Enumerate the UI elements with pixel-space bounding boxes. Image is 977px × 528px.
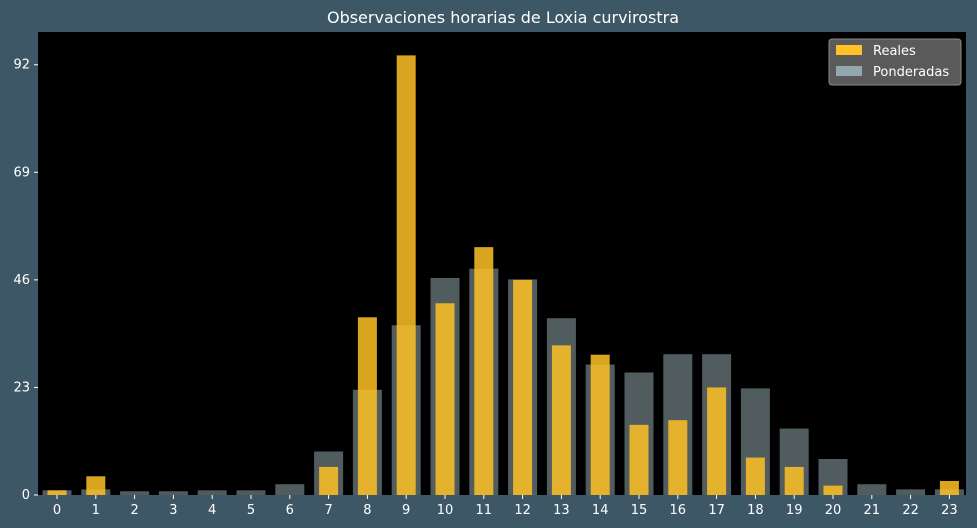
bar-reales-15 (629, 424, 649, 495)
legend-swatch-reales (836, 45, 862, 55)
bar-reales-8 (357, 317, 377, 495)
bar-reales-23 (939, 480, 959, 495)
x-tick-label-1: 1 (92, 503, 100, 518)
x-tick-label-10: 10 (437, 503, 454, 518)
x-tick-label-19: 19 (786, 503, 803, 518)
x-tick-label-3: 3 (169, 503, 177, 518)
bar-reales-13 (551, 345, 571, 495)
x-tick-label-9: 9 (402, 503, 410, 518)
x-tick-label-17: 17 (708, 503, 725, 518)
y-tick-label-23: 23 (13, 380, 30, 395)
legend-label-reales: Reales (873, 44, 916, 59)
x-tick-label-4: 4 (208, 503, 216, 518)
bar-reales-1 (86, 476, 106, 495)
y-tick-label-0: 0 (22, 488, 30, 503)
bar-reales-18 (745, 457, 765, 495)
bar-ponderadas-22 (896, 489, 926, 495)
chart-title: Observaciones horarias de Loxia curviros… (327, 8, 679, 27)
x-tick-label-6: 6 (286, 503, 294, 518)
bar-reales-16 (668, 420, 688, 495)
bar-ponderadas-2 (120, 491, 150, 495)
plot-area (38, 32, 966, 495)
legend-label-ponderadas: Ponderadas (873, 65, 949, 80)
x-tick-label-18: 18 (747, 503, 764, 518)
x-tick-label-21: 21 (864, 503, 881, 518)
legend: Reales Ponderadas (828, 38, 962, 86)
bar-reales-10 (435, 303, 455, 495)
bar-ponderadas-4 (197, 490, 227, 495)
y-tick-label-46: 46 (13, 273, 30, 288)
x-tick-label-15: 15 (631, 503, 648, 518)
x-tick-label-22: 22 (902, 503, 919, 518)
y-tick-label-69: 69 (13, 165, 30, 180)
bar-reales-0 (47, 490, 67, 495)
real-bars (47, 55, 959, 495)
x-tick-label-14: 14 (592, 503, 609, 518)
y-tick-label-92: 92 (13, 58, 30, 73)
bar-ponderadas-3 (158, 491, 188, 495)
x-tick-label-23: 23 (941, 503, 958, 518)
bar-reales-9 (396, 55, 416, 495)
bar-reales-19 (784, 466, 804, 495)
x-tick-label-7: 7 (324, 503, 332, 518)
x-tick-label-20: 20 (825, 503, 842, 518)
x-tick-label-0: 0 (53, 503, 61, 518)
bar-reales-20 (823, 485, 843, 495)
bar-ponderadas-5 (236, 490, 266, 495)
x-tick-label-16: 16 (670, 503, 687, 518)
x-tick-label-2: 2 (130, 503, 138, 518)
bar-reales-7 (319, 466, 339, 495)
x-tick-label-12: 12 (514, 503, 531, 518)
bar-ponderadas-21 (857, 484, 887, 495)
bar-reales-17 (707, 387, 727, 495)
x-tick-label-5: 5 (247, 503, 255, 518)
bar-ponderadas-6 (275, 484, 305, 495)
bar-reales-11 (474, 247, 494, 495)
legend-swatch-ponderadas (836, 66, 862, 76)
x-tick-label-11: 11 (476, 503, 493, 518)
bar-reales-14 (590, 354, 610, 495)
bar-reales-12 (513, 279, 533, 495)
x-tick-label-8: 8 (363, 503, 371, 518)
x-tick-label-13: 13 (553, 503, 570, 518)
